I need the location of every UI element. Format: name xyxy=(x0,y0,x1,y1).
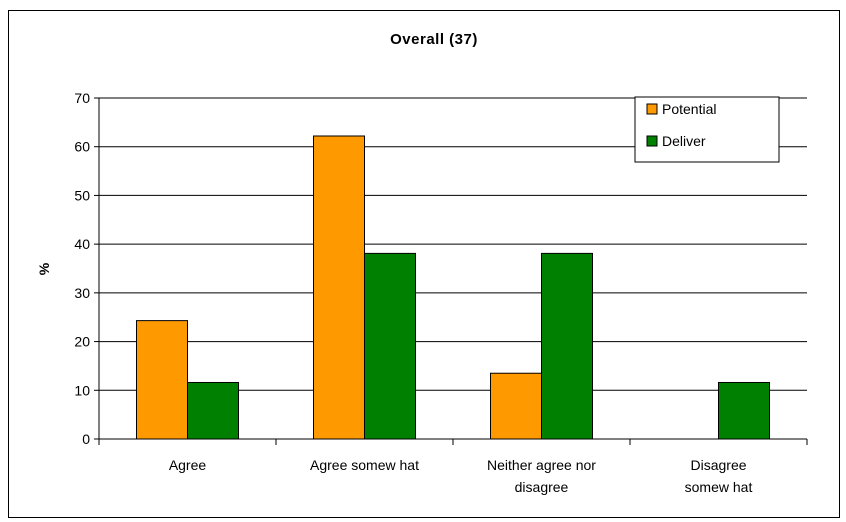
category-label: Disagree xyxy=(690,457,746,473)
y-tick-label: 60 xyxy=(74,139,90,155)
legend-label-potential: Potential xyxy=(662,101,716,117)
bar-potential-1 xyxy=(314,136,365,439)
bar-deliver-1 xyxy=(365,253,416,439)
y-tick-label: 40 xyxy=(74,236,90,252)
legend-swatch-deliver xyxy=(647,136,657,146)
bar-potential-2 xyxy=(491,373,542,439)
bar-potential-0 xyxy=(137,321,188,439)
category-label: somew hat xyxy=(685,479,753,495)
category-label: Agree xyxy=(169,457,207,473)
legend-swatch-potential xyxy=(647,104,657,114)
y-tick-label: 50 xyxy=(74,187,90,203)
bars xyxy=(137,136,770,439)
y-tick-label: 70 xyxy=(74,90,90,106)
bar-deliver-3 xyxy=(719,382,770,439)
legend-label-deliver: Deliver xyxy=(662,133,706,149)
category-label: Agree somew hat xyxy=(310,457,419,473)
y-tick-label: 20 xyxy=(74,334,90,350)
legend: Potential Deliver xyxy=(635,97,779,162)
bar-deliver-2 xyxy=(542,253,593,439)
category-labels: Agree Agree somew hat Neither agree nor dis… xyxy=(169,457,753,495)
y-tick-labels: 0 10 20 30 40 50 60 70 xyxy=(74,90,90,447)
y-tick-label: 30 xyxy=(74,285,90,301)
category-label: disagree xyxy=(515,479,569,495)
chart-title: Overall (37) xyxy=(390,31,478,48)
y-tick-label: 10 xyxy=(74,382,90,398)
y-tick-label: 0 xyxy=(82,431,90,447)
category-label: Neither agree nor xyxy=(487,457,596,473)
y-axis-label: % xyxy=(36,262,52,275)
bar-deliver-0 xyxy=(188,382,239,439)
